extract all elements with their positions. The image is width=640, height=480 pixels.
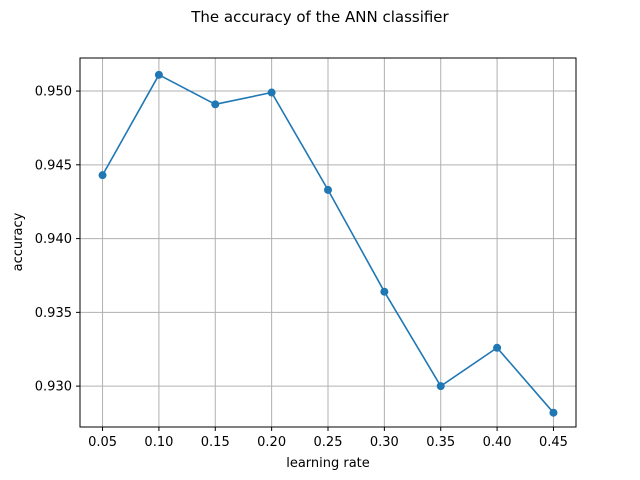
data-point: [211, 100, 220, 109]
y-tick-label: 0.945: [35, 158, 72, 173]
x-tick-label: 0.05: [88, 435, 117, 450]
x-tick-label: 0.20: [257, 435, 286, 450]
data-point: [493, 343, 502, 352]
x-tick-label: 0.15: [201, 435, 230, 450]
data-point: [436, 382, 445, 391]
data-point: [324, 185, 332, 194]
x-axis-label: learning rate: [286, 456, 370, 471]
x-tick-label: 0.10: [144, 435, 173, 450]
x-tick-label: 0.45: [539, 435, 568, 450]
y-tick-label: 0.940: [35, 232, 72, 247]
x-tick-label: 0.25: [314, 435, 343, 450]
x-tick-label: 0.40: [483, 435, 512, 450]
data-point: [380, 287, 389, 296]
grid: [80, 58, 576, 427]
x-tick-label: 0.35: [426, 435, 455, 450]
y-axis-label: accuracy: [11, 212, 26, 271]
plot-frame: [79, 57, 577, 428]
chart-title: The accuracy of the ANN classifier: [190, 8, 449, 26]
data-point: [267, 88, 276, 97]
data-point: [98, 171, 107, 180]
series: [98, 70, 558, 417]
y-tick-label: 0.950: [35, 85, 72, 100]
ticks: 0.05 0.10 0.15 0.20 0.25 0.30 0.35 0.40 0.45 0.93…: [35, 85, 568, 450]
x-tick-label: 0.30: [370, 435, 399, 450]
data-point: [154, 70, 163, 79]
y-tick-label: 0.930: [35, 380, 72, 395]
y-tick-label: 0.935: [35, 306, 72, 321]
data-point: [549, 408, 558, 417]
